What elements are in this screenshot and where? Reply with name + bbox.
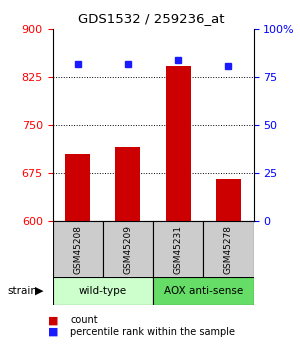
Text: ■: ■: [48, 327, 58, 337]
FancyBboxPatch shape: [52, 277, 153, 305]
Text: AOX anti-sense: AOX anti-sense: [164, 286, 243, 296]
Text: strain: strain: [8, 286, 38, 296]
Text: GSM45278: GSM45278: [224, 225, 233, 274]
Bar: [166, 66, 191, 221]
Text: percentile rank within the sample: percentile rank within the sample: [70, 327, 236, 337]
FancyBboxPatch shape: [203, 221, 254, 278]
FancyBboxPatch shape: [153, 221, 203, 278]
Bar: [216, 179, 241, 221]
FancyBboxPatch shape: [153, 277, 254, 305]
FancyBboxPatch shape: [52, 221, 103, 278]
FancyBboxPatch shape: [103, 221, 153, 278]
Text: ▶: ▶: [35, 286, 44, 296]
Text: GSM45209: GSM45209: [123, 225, 132, 274]
Text: ■: ■: [48, 315, 58, 325]
Text: GSM45231: GSM45231: [174, 225, 183, 274]
Bar: [65, 154, 90, 221]
Text: wild-type: wild-type: [79, 286, 127, 296]
Text: GDS1532 / 259236_at: GDS1532 / 259236_at: [78, 12, 225, 25]
Text: count: count: [70, 315, 98, 325]
Text: GSM45208: GSM45208: [73, 225, 82, 274]
Bar: [115, 147, 140, 221]
